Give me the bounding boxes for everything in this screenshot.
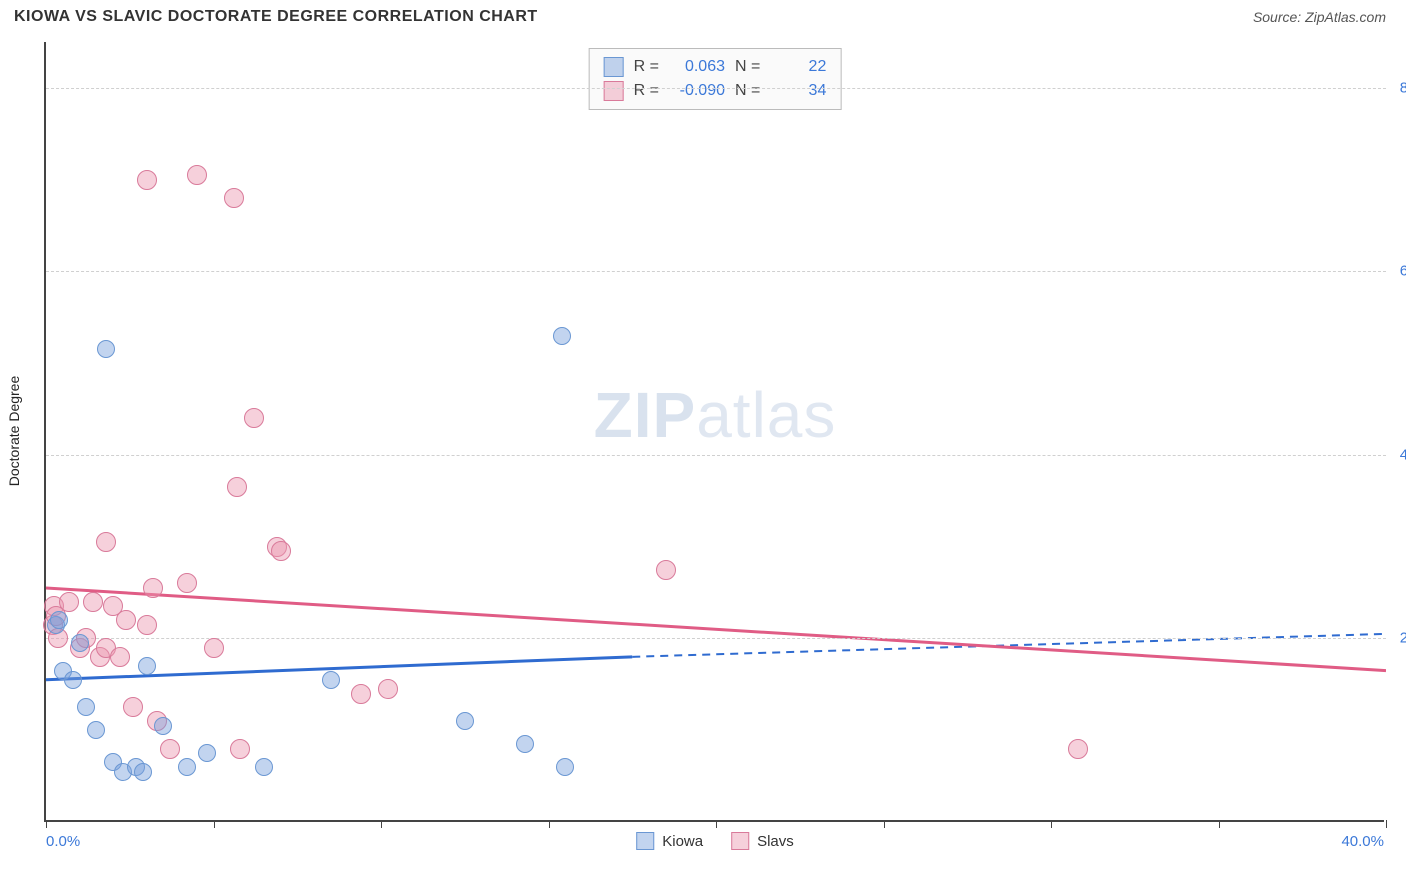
r-value-kiowa: 0.063 [669, 55, 725, 79]
x-tick [46, 820, 47, 828]
plot-wrapper: Doctorate Degree ZIPatlas R = 0.063 N = … [44, 42, 1384, 822]
x-tick [381, 820, 382, 828]
y-gridline [46, 271, 1386, 272]
series-label-kiowa: Kiowa [662, 833, 703, 850]
kiowa-point [516, 735, 534, 753]
slavs-point [204, 638, 224, 658]
slavs-point [351, 684, 371, 704]
n-label-kiowa: N = [735, 55, 760, 79]
slavs-point [96, 532, 116, 552]
kiowa-point [178, 758, 196, 776]
x-tick [1219, 820, 1220, 828]
legend-row-slavs: R = -0.090 N = 34 [604, 79, 827, 103]
chart-source: Source: ZipAtlas.com [1253, 9, 1386, 25]
kiowa-point [97, 340, 115, 358]
y-gridline [46, 455, 1386, 456]
y-gridline [46, 638, 1386, 639]
slavs-point [83, 592, 103, 612]
kiowa-point [71, 634, 89, 652]
watermark-zip: ZIP [594, 379, 697, 451]
kiowa-point [322, 671, 340, 689]
slavs-point [160, 739, 180, 759]
y-axis-label: Doctorate Degree [6, 376, 22, 487]
kiowa-point [50, 611, 68, 629]
x-tick [1386, 820, 1387, 828]
slavs-point [271, 541, 291, 561]
kiowa-point [255, 758, 273, 776]
r-value-slavs: -0.090 [669, 79, 725, 103]
slavs-point [187, 165, 207, 185]
x-min-label: 0.0% [46, 833, 80, 850]
y-gridline [46, 88, 1386, 89]
slavs-point [230, 739, 250, 759]
series-label-slavs: Slavs [757, 833, 794, 850]
swatch2-kiowa [636, 832, 654, 850]
kiowa-point [87, 721, 105, 739]
n-value-kiowa: 22 [770, 55, 826, 79]
slavs-point [378, 679, 398, 699]
legend-item-kiowa: Kiowa [636, 832, 703, 850]
y-tick-label: 2.0% [1400, 630, 1406, 647]
r-label-kiowa: R = [634, 55, 659, 79]
slavs-point [59, 592, 79, 612]
slavs-point [244, 408, 264, 428]
slavs-point [123, 697, 143, 717]
chart-header: KIOWA VS SLAVIC DOCTORATE DEGREE CORRELA… [0, 0, 1406, 34]
x-max-label: 40.0% [1341, 833, 1384, 850]
slavs-point [224, 188, 244, 208]
r-label-slavs: R = [634, 79, 659, 103]
legend-row-kiowa: R = 0.063 N = 22 [604, 55, 827, 79]
slavs-point [177, 573, 197, 593]
kiowa-point [134, 763, 152, 781]
trend-lines [46, 42, 1386, 822]
legend-item-slavs: Slavs [731, 832, 794, 850]
slavs-point [656, 560, 676, 580]
y-tick-label: 4.0% [1400, 446, 1406, 463]
legend-series: Kiowa Slavs [636, 832, 794, 850]
plot-area: Doctorate Degree ZIPatlas R = 0.063 N = … [44, 42, 1384, 822]
kiowa-point [138, 657, 156, 675]
x-tick [549, 820, 550, 828]
n-value-slavs: 34 [770, 79, 826, 103]
y-tick-label: 6.0% [1400, 263, 1406, 280]
slavs-point [137, 170, 157, 190]
swatch-slavs [604, 81, 624, 101]
kiowa-point [198, 744, 216, 762]
x-tick [884, 820, 885, 828]
kiowa-point [64, 671, 82, 689]
source-name: ZipAtlas.com [1305, 9, 1386, 25]
slavs-point [116, 610, 136, 630]
kiowa-point [154, 717, 172, 735]
n-label-slavs: N = [735, 79, 760, 103]
kiowa-point [456, 712, 474, 730]
swatch-kiowa [604, 57, 624, 77]
slavs-point [1068, 739, 1088, 759]
watermark: ZIPatlas [594, 378, 837, 452]
kiowa-point [553, 327, 571, 345]
watermark-atlas: atlas [696, 379, 836, 451]
x-tick [1051, 820, 1052, 828]
slavs-point [143, 578, 163, 598]
legend-stats: R = 0.063 N = 22 R = -0.090 N = 34 [589, 48, 842, 110]
slavs-point [110, 647, 130, 667]
slavs-point [227, 477, 247, 497]
kiowa-point [77, 698, 95, 716]
x-tick [716, 820, 717, 828]
swatch2-slavs [731, 832, 749, 850]
source-prefix: Source: [1253, 9, 1305, 25]
x-tick [214, 820, 215, 828]
y-tick-label: 8.0% [1400, 79, 1406, 96]
kiowa-point [556, 758, 574, 776]
chart-title: KIOWA VS SLAVIC DOCTORATE DEGREE CORRELA… [14, 8, 538, 26]
slavs-point [137, 615, 157, 635]
